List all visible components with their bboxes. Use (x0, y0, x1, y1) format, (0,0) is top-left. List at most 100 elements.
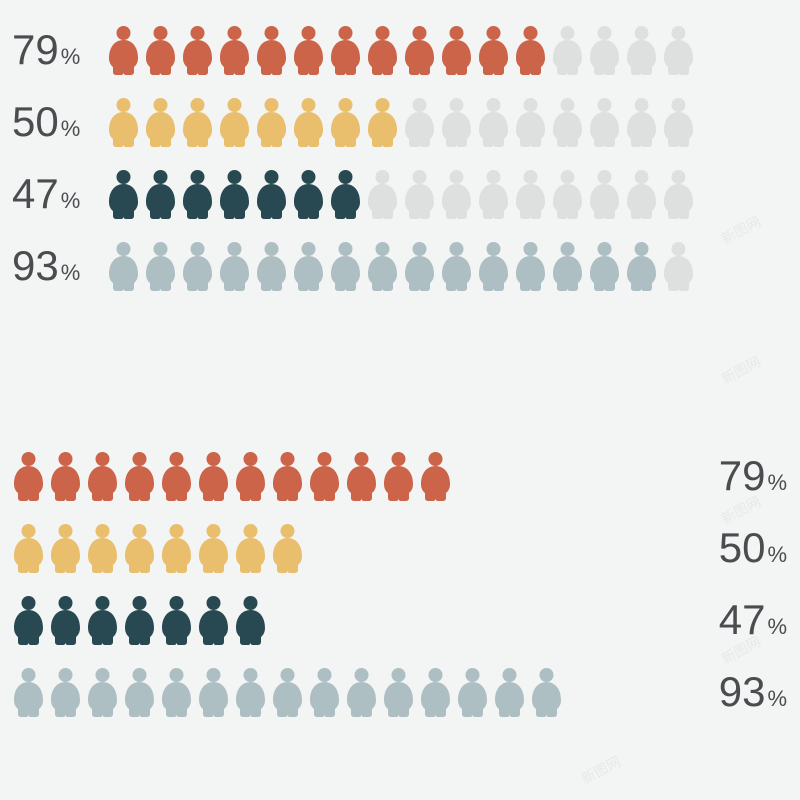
person-icon (12, 523, 45, 573)
pictogram-chart-top: 79% (12, 14, 695, 302)
person-icon (551, 169, 584, 219)
pictogram-row: 50% (12, 512, 787, 584)
person-icon (662, 25, 695, 75)
person-icon (382, 451, 415, 501)
percentage-value: 79 (12, 26, 59, 73)
person-icon (86, 667, 119, 717)
icon-row (107, 169, 695, 219)
icon-row (12, 451, 682, 501)
person-icon (382, 667, 415, 717)
person-icon (329, 169, 362, 219)
person-icon (456, 667, 489, 717)
person-icon (255, 25, 288, 75)
person-icon (514, 241, 547, 291)
percent-sign: % (767, 542, 787, 567)
person-icon (12, 667, 45, 717)
person-icon (234, 451, 267, 501)
person-icon (551, 97, 584, 147)
person-icon (234, 595, 267, 645)
person-icon (271, 667, 304, 717)
person-icon (86, 523, 119, 573)
person-icon (181, 25, 214, 75)
icon-row (12, 595, 682, 645)
person-icon (419, 451, 452, 501)
person-icon (588, 241, 621, 291)
person-icon (255, 241, 288, 291)
percentage-label: 93% (12, 242, 107, 290)
person-icon (440, 97, 473, 147)
person-icon (234, 523, 267, 573)
person-icon (86, 451, 119, 501)
person-icon (440, 25, 473, 75)
person-icon (329, 241, 362, 291)
pictogram-row: 47% (12, 158, 695, 230)
percentage-value: 93 (12, 242, 59, 289)
percentage-value: 79 (719, 452, 766, 499)
percentage-value: 93 (719, 668, 766, 715)
person-icon (662, 169, 695, 219)
percentage-label: 79% (682, 452, 787, 500)
person-icon (403, 25, 436, 75)
person-icon (181, 169, 214, 219)
person-icon (218, 25, 251, 75)
person-icon (123, 595, 156, 645)
person-icon (345, 451, 378, 501)
person-icon (292, 169, 325, 219)
person-icon (160, 595, 193, 645)
person-icon (197, 595, 230, 645)
person-icon (403, 97, 436, 147)
person-icon (329, 25, 362, 75)
watermark: 新图网 (718, 211, 764, 248)
person-icon (197, 451, 230, 501)
icon-row (107, 25, 695, 75)
person-icon (662, 97, 695, 147)
person-icon (419, 667, 452, 717)
person-icon (181, 97, 214, 147)
person-icon (107, 241, 140, 291)
person-icon (86, 595, 119, 645)
person-icon (49, 523, 82, 573)
person-icon (588, 25, 621, 75)
person-icon (271, 523, 304, 573)
person-icon (49, 595, 82, 645)
person-icon (144, 97, 177, 147)
person-icon (123, 451, 156, 501)
icon-row (12, 523, 682, 573)
person-icon (514, 97, 547, 147)
person-icon (403, 169, 436, 219)
percentage-label: 50% (12, 98, 107, 146)
percentage-value: 50 (12, 98, 59, 145)
person-icon (493, 667, 526, 717)
person-icon (144, 25, 177, 75)
person-icon (530, 667, 563, 717)
person-icon (514, 169, 547, 219)
pictogram-row: 79% (12, 440, 787, 512)
pictogram-row: 47% (12, 584, 787, 656)
person-icon (308, 667, 341, 717)
pictogram-row: 93% (12, 656, 787, 728)
person-icon (292, 97, 325, 147)
percent-sign: % (767, 686, 787, 711)
percentage-label: 50% (682, 524, 787, 572)
person-icon (218, 97, 251, 147)
person-icon (123, 667, 156, 717)
person-icon (625, 97, 658, 147)
person-icon (144, 169, 177, 219)
icon-row (12, 667, 682, 717)
person-icon (144, 241, 177, 291)
person-icon (477, 241, 510, 291)
pictogram-row: 50% (12, 86, 695, 158)
person-icon (292, 25, 325, 75)
percentage-label: 93% (682, 668, 787, 716)
person-icon (12, 595, 45, 645)
person-icon (160, 667, 193, 717)
watermark: 新图网 (718, 351, 764, 388)
person-icon (477, 25, 510, 75)
person-icon (662, 241, 695, 291)
percentage-label: 79% (12, 26, 107, 74)
person-icon (197, 667, 230, 717)
person-icon (255, 97, 288, 147)
person-icon (551, 241, 584, 291)
pictogram-row: 79% (12, 14, 695, 86)
percent-sign: % (61, 260, 81, 285)
